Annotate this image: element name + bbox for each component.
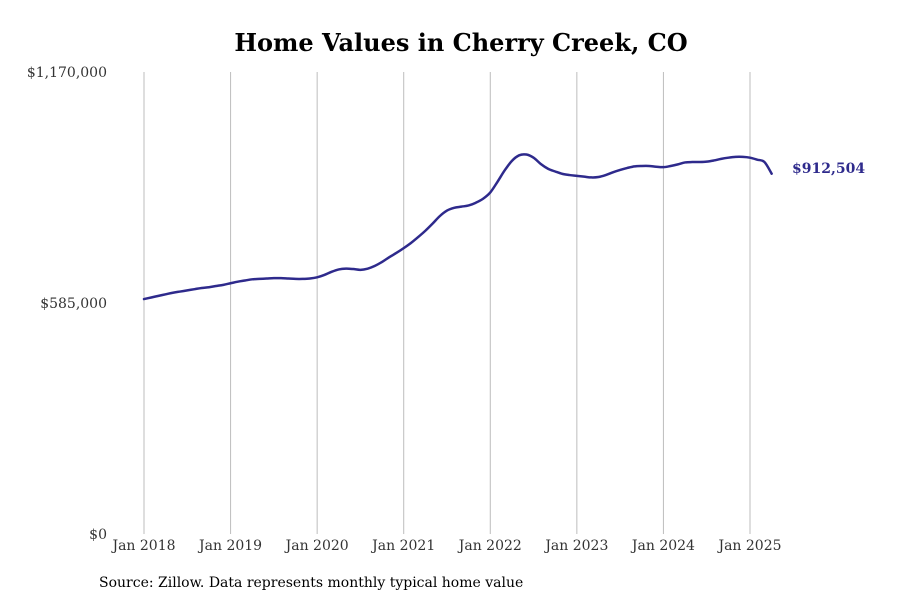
- end-value-label: $912,504: [792, 161, 865, 177]
- x-tick-label-7: Jan 2025: [716, 538, 781, 554]
- series-layer: [142, 153, 773, 301]
- series-line-0: [142, 153, 773, 301]
- x-tick-label-2: Jan 2020: [284, 538, 349, 554]
- y-tick-labels: $0 $585,000 $1,170,000: [27, 65, 107, 543]
- x-tick-labels: Jan 2018 Jan 2019 Jan 2020 Jan 2021 Jan 2022…: [110, 538, 781, 554]
- x-tick-label-3: Jan 2021: [370, 538, 435, 554]
- grid-layer: [143, 72, 751, 534]
- y-tick-label-2: $1,170,000: [27, 65, 107, 81]
- x-tick-label-0: Jan 2018: [110, 538, 175, 554]
- x-tick-label-1: Jan 2019: [197, 538, 262, 554]
- chart-title: Home Values in Cherry Creek, CO: [234, 28, 687, 57]
- x-tick-label-5: Jan 2023: [543, 538, 608, 554]
- y-tick-label-1: $585,000: [40, 296, 107, 312]
- x-tick-label-6: Jan 2024: [630, 538, 695, 554]
- source-note: Source: Zillow. Data represents monthly …: [99, 575, 523, 591]
- y-tick-label-0: $0: [89, 527, 107, 543]
- x-tick-label-4: Jan 2022: [457, 538, 522, 554]
